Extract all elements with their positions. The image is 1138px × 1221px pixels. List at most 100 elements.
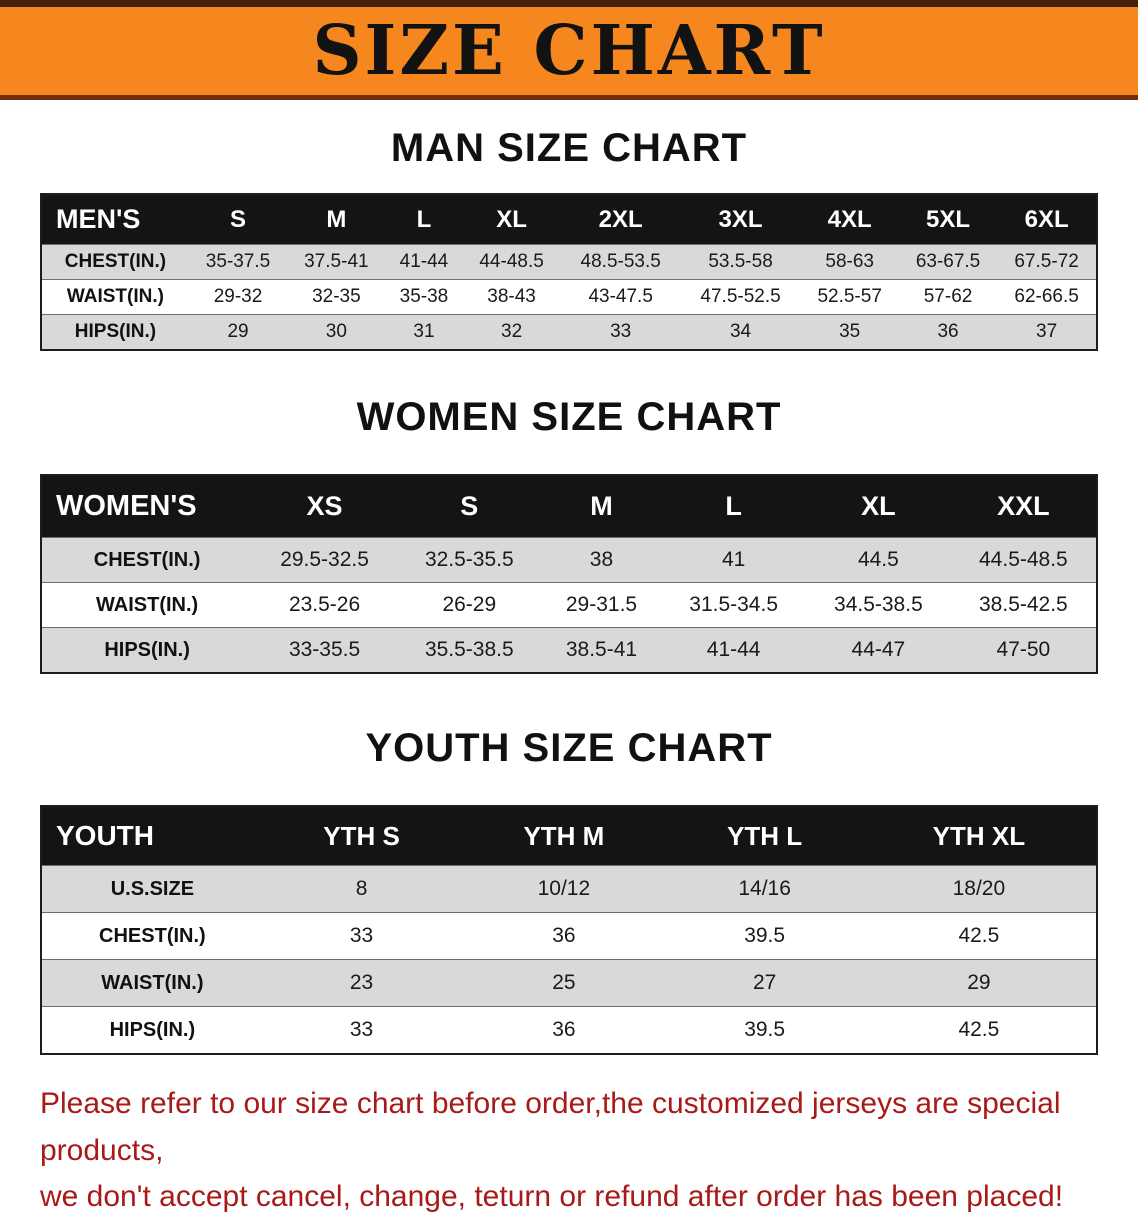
men-size-chart-section: MAN SIZE CHART MEN'S S M L XL 2XL 3XL 4X…: [0, 100, 1138, 351]
youth-header-label: YOUTH: [56, 820, 154, 851]
table-row: U.S.SIZE 8 10/12 14/16 18/20: [41, 865, 1097, 913]
column-header: YTH L: [727, 820, 803, 851]
size-cell: 14/16: [738, 877, 791, 900]
column-header: YTH XL: [932, 820, 1026, 851]
size-cell: 42.5: [958, 924, 1000, 947]
size-cell: 36: [552, 1018, 576, 1041]
table-row: HIPS(IN.) 33-35.5 35.5-38.5 38.5-41 41-4…: [41, 627, 1097, 673]
table-row: HIPS(IN.) 33 36 39.5 42.5: [41, 1006, 1097, 1054]
size-cell: 58-63: [825, 251, 874, 272]
size-cell: 25: [552, 971, 576, 994]
column-header: S: [230, 205, 247, 233]
row-label: CHEST(IN.): [64, 251, 167, 272]
size-cell: 10/12: [537, 877, 591, 900]
men-header-row: MEN'S S M L XL 2XL 3XL 4XL 5XL 6XL: [41, 194, 1097, 245]
size-cell: 41: [721, 548, 746, 571]
size-cell: 27: [752, 971, 777, 994]
size-cell: 35-38: [399, 286, 449, 307]
row-label: WAIST(IN.): [66, 286, 164, 307]
table-row: CHEST(IN.) 29.5-32.5 32.5-35.5 38 41 44.…: [41, 537, 1097, 583]
size-cell: 35-37.5: [205, 251, 271, 272]
women-size-table: WOMEN'S XS S M L XL XXL CHEST(IN.) 29.5-…: [40, 474, 1098, 674]
youth-size-chart-section: YOUTH SIZE CHART YOUTH YTH S YTH M YTH L…: [0, 674, 1138, 1055]
size-cell: 44.5-48.5: [979, 548, 1068, 571]
column-header: M: [590, 491, 613, 521]
men-table-wrap: MEN'S S M L XL 2XL 3XL 4XL 5XL 6XL CHEST: [0, 193, 1138, 351]
size-cell: 29: [227, 321, 249, 342]
size-cell: 39.5: [744, 1018, 786, 1041]
column-header: S: [460, 491, 479, 521]
table-row: WAIST(IN.) 29-32 32-35 35-38 38-43 43-47…: [41, 279, 1097, 315]
row-label: CHEST(IN.): [99, 924, 206, 947]
size-cell: 31: [413, 321, 435, 342]
size-cell: 32: [501, 321, 523, 342]
size-cell: 33-35.5: [288, 638, 361, 661]
size-cell: 33: [349, 1018, 374, 1041]
table-row: WAIST(IN.) 23.5-26 26-29 29-31.5 31.5-34…: [41, 582, 1097, 628]
size-cell: 52.5-57: [817, 286, 882, 307]
footer-line: we don't accept cancel, change, teturn o…: [40, 1180, 1064, 1213]
size-cell: 42.5: [958, 1018, 1000, 1041]
women-section-heading: WOMEN SIZE CHART: [356, 395, 782, 439]
size-cell: 35.5-38.5: [424, 638, 514, 661]
size-cell: 38-43: [487, 286, 536, 307]
row-label: HIPS(IN.): [74, 321, 157, 342]
size-cell: 30: [325, 321, 347, 342]
row-label: CHEST(IN.): [93, 548, 201, 571]
size-cell: 37: [1036, 321, 1058, 342]
women-header-row: WOMEN'S XS S M L XL XXL: [41, 475, 1097, 538]
size-cell: 32.5-35.5: [424, 548, 514, 571]
size-cell: 67.5-72: [1014, 251, 1079, 272]
size-cell: 41-44: [706, 638, 761, 661]
table-row: WAIST(IN.) 23 25 27 29: [41, 959, 1097, 1007]
youth-header-row: YOUTH YTH S YTH M YTH L YTH XL: [41, 806, 1097, 866]
size-cell: 44.5: [857, 548, 899, 571]
size-cell: 23.5-26: [288, 593, 361, 616]
column-header: M: [326, 205, 347, 233]
column-header: XL: [496, 205, 527, 233]
size-cell: 36: [552, 924, 576, 947]
column-header: L: [725, 491, 742, 521]
column-header: YTH M: [523, 820, 605, 851]
column-header: XL: [861, 491, 896, 521]
footer-line: Please refer to our size chart before or…: [40, 1087, 1061, 1167]
footer-note: Please refer to our size chart before or…: [0, 1055, 1138, 1221]
women-size-chart-section: WOMEN SIZE CHART WOMEN'S XS S M L XL XXL: [0, 351, 1138, 674]
size-cell: 44-47: [851, 638, 906, 661]
youth-section-heading: YOUTH SIZE CHART: [365, 726, 773, 770]
size-cell: 47.5-52.5: [700, 286, 781, 307]
row-label: HIPS(IN.): [104, 638, 190, 661]
size-cell: 33: [349, 924, 374, 947]
size-cell: 29: [967, 971, 991, 994]
size-cell: 23: [349, 971, 374, 994]
table-row: HIPS(IN.) 29 30 31 32 33 34 35 36 37: [41, 314, 1097, 350]
size-cell: 44-48.5: [479, 251, 544, 272]
banner: SIZE CHART: [0, 0, 1138, 100]
men-size-table: MEN'S S M L XL 2XL 3XL 4XL 5XL 6XL CHEST: [40, 193, 1098, 351]
column-header: XS: [306, 491, 343, 521]
column-header: 3XL: [718, 205, 763, 233]
column-header: 4XL: [827, 205, 872, 233]
row-label: HIPS(IN.): [109, 1018, 196, 1041]
men-header-label: MEN'S: [56, 204, 141, 234]
men-section-heading: MAN SIZE CHART: [390, 126, 748, 170]
size-cell: 57-62: [923, 286, 973, 307]
column-header: L: [416, 205, 432, 233]
row-label: U.S.SIZE: [110, 877, 195, 900]
column-header: XXL: [997, 491, 1050, 521]
women-table-wrap: WOMEN'S XS S M L XL XXL CHEST(IN.) 29.5-…: [0, 474, 1138, 674]
page-title: SIZE CHART: [312, 11, 826, 91]
column-header: 2XL: [598, 205, 643, 233]
size-cell: 47-50: [996, 638, 1051, 661]
size-cell: 39.5: [744, 924, 786, 947]
column-header: 5XL: [926, 205, 971, 233]
size-cell: 43-47.5: [588, 286, 653, 307]
row-label: WAIST(IN.): [95, 593, 199, 616]
column-header: YTH S: [323, 820, 400, 851]
size-cell: 41-44: [399, 251, 449, 272]
size-cell: 29.5-32.5: [280, 548, 369, 571]
size-cell: 34: [729, 321, 752, 342]
size-cell: 29-32: [213, 286, 263, 307]
size-cell: 48.5-53.5: [580, 251, 661, 272]
